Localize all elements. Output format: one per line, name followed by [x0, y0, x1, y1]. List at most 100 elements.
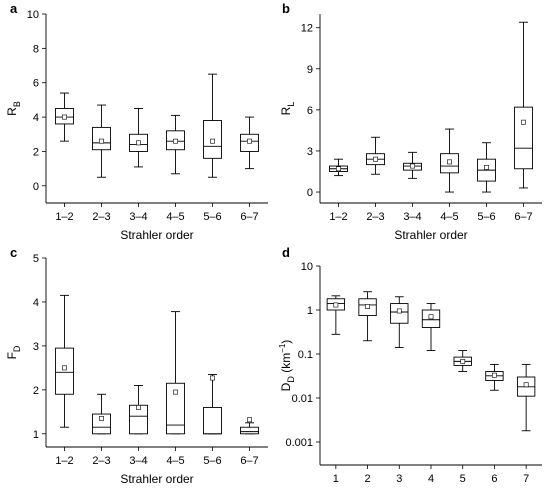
mean-marker	[136, 405, 141, 410]
y-tick-label: 8	[33, 43, 39, 55]
mean-marker	[484, 164, 489, 170]
y-tick-label: 0.001	[285, 437, 313, 449]
box-plot-3	[390, 296, 409, 349]
x-tick-label: 2–3	[92, 211, 110, 223]
mean-marker	[333, 302, 339, 308]
y-tick-label: 2	[33, 385, 39, 397]
x-tick-label: 6–7	[240, 455, 258, 467]
mean-marker	[62, 365, 67, 371]
x-tick-label: 6–7	[240, 211, 258, 223]
y-tick-label: 12	[301, 23, 313, 35]
box-plot-6	[514, 21, 533, 189]
y-tick-label: 9	[307, 64, 313, 76]
x-tick-label: 3–4	[403, 211, 421, 223]
y-tick-label: 6	[307, 105, 313, 117]
x-tick-label: 3–4	[129, 455, 147, 467]
box-plot-1	[55, 92, 74, 142]
x-tick-label: 5–6	[203, 455, 221, 467]
iqr-box	[514, 106, 533, 170]
x-tick-label: 4–5	[166, 455, 184, 467]
y-axis-label: RL	[279, 102, 296, 116]
box-plot-5	[203, 374, 222, 435]
x-tick-label: 5	[460, 473, 466, 485]
mean-marker	[210, 138, 215, 144]
mean-marker	[336, 166, 341, 172]
panel-a: a 0 2 4 6 8 10 1–2 2–3 3–4 4–5 5–6 6–7 Strahler order…	[5, 1, 268, 242]
box-plot-2	[366, 136, 385, 175]
y-tick-label: 1	[33, 429, 39, 441]
x-axis-label: Strahler order	[120, 472, 193, 486]
mean-marker	[62, 114, 67, 120]
y-axis-label: RB	[5, 101, 22, 116]
box-plot-1	[55, 294, 74, 428]
box-plot-3	[129, 385, 148, 435]
box-plot-6	[240, 116, 259, 170]
iqr-box	[92, 413, 111, 435]
x-tick-label: 4–5	[440, 211, 458, 223]
y-tick-label: 4	[33, 112, 39, 124]
panel-letter: b	[282, 1, 290, 16]
y-tick-label: 2	[33, 146, 39, 158]
box-plot-7	[516, 363, 536, 432]
mean-marker	[410, 163, 415, 169]
panel-b: b 0 3 6 9 12 1–2 2–3 3–4 4–5 5–6 6–7 Strahler order R…	[279, 1, 542, 242]
mean-marker	[521, 119, 526, 125]
x-tick-label: 1	[333, 473, 339, 485]
box-plot-4	[440, 128, 459, 193]
y-tick-label: 0.01	[292, 393, 313, 405]
panel-letter: d	[282, 245, 290, 260]
iqr-box	[166, 382, 185, 435]
mean-marker	[247, 138, 252, 144]
y-tick-label: 5	[33, 253, 39, 265]
y-tick-label: 0	[307, 187, 313, 199]
x-tick-label: 1–2	[55, 211, 73, 223]
x-tick-label: 2–3	[366, 211, 384, 223]
y-tick-label: 0.1	[298, 349, 313, 361]
y-tick-label: 3	[307, 146, 313, 158]
box-plot-3	[129, 108, 148, 168]
x-tick-label: 7	[523, 473, 529, 485]
mean-marker	[99, 416, 104, 421]
x-tick-label: 1–2	[55, 455, 73, 467]
box-plot-2	[92, 393, 111, 435]
box-plot-6	[485, 363, 504, 391]
mean-marker	[173, 138, 178, 144]
mean-marker	[447, 159, 452, 165]
x-tick-label: 2	[365, 473, 371, 485]
box-plot-5	[203, 73, 222, 178]
mean-marker	[396, 308, 402, 314]
mean-marker	[373, 156, 378, 162]
x-tick-label: 5–6	[477, 211, 495, 223]
mean-marker	[173, 389, 178, 395]
box-plot-3	[403, 151, 422, 179]
box-plot-4	[166, 114, 185, 175]
box-plot-2	[92, 104, 111, 178]
iqr-box	[203, 406, 222, 435]
x-tick-label: 3–4	[129, 211, 147, 223]
box-plot-6	[240, 417, 259, 435]
y-axis-label: DD (km−1)	[278, 340, 296, 392]
x-tick-label: 3	[396, 473, 402, 485]
box-plot-4	[421, 303, 441, 351]
y-axis-label: FD	[5, 345, 22, 359]
y-tick-label: 0	[33, 181, 39, 193]
box-plot-4	[166, 311, 185, 435]
mean-marker	[523, 382, 529, 388]
x-tick-label: 2–3	[92, 455, 110, 467]
mean-marker	[460, 358, 466, 364]
panel-letter: c	[10, 245, 17, 260]
y-tick-label: 1	[307, 305, 313, 317]
mean-marker	[492, 372, 497, 378]
y-tick-label: 4	[33, 297, 39, 309]
panel-letter: a	[10, 1, 18, 16]
x-tick-label: 5–6	[203, 211, 221, 223]
y-tick-label: 6	[33, 78, 39, 90]
box-plot-1	[326, 295, 346, 335]
y-tick-label: 10	[301, 261, 313, 273]
y-tick-label: 3	[33, 341, 39, 353]
x-tick-label: 1–2	[329, 211, 347, 223]
mean-marker	[428, 314, 434, 320]
box-plot-5	[453, 350, 472, 372]
